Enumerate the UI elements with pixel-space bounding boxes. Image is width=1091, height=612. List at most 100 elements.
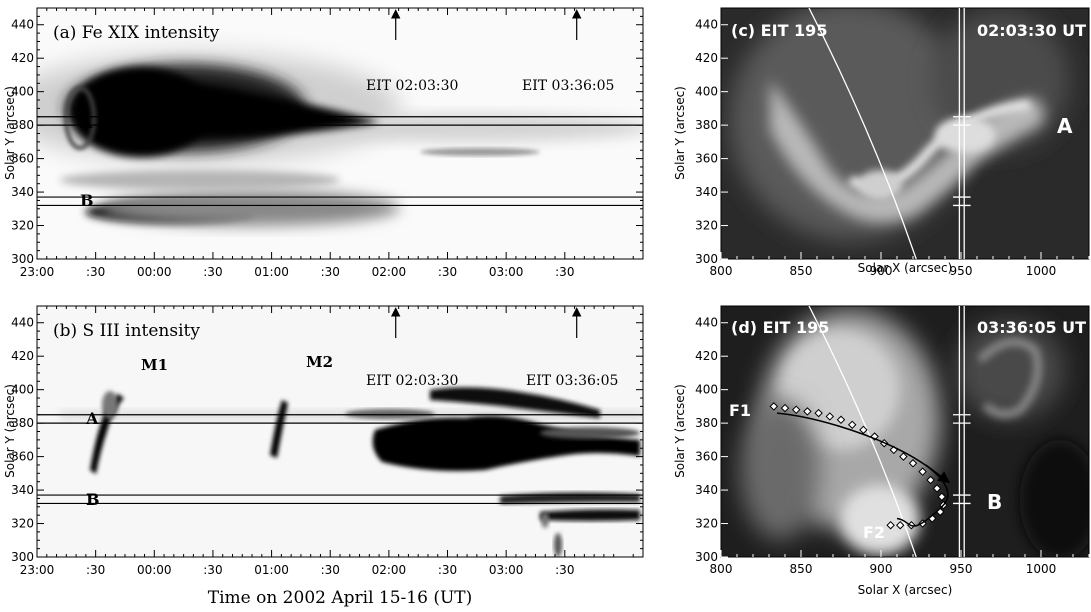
panel-b-xtick-label: :30 — [86, 563, 105, 577]
panel-b-xtick-label: 23:00 — [20, 563, 55, 577]
loop-fit-point — [932, 484, 942, 493]
panel-b-title: (b) S III intensity — [53, 321, 200, 341]
loop-fit-point — [918, 467, 927, 476]
panel-b-ytick-label: 400 — [11, 383, 34, 397]
panel-b-ytick-label: 340 — [11, 483, 34, 497]
panel-d-xlabel: Solar X (arcsec) — [858, 583, 953, 597]
panel-a-ytick-label: 360 — [11, 152, 34, 166]
panel-a-ytick-label: 340 — [11, 185, 34, 199]
panel-b-xtick-label: :30 — [555, 563, 574, 577]
panel-b-label-A: A — [85, 409, 99, 428]
panel-b-xtick-label: :30 — [203, 563, 222, 577]
loop-direction-arrow — [925, 464, 951, 484]
panel-a-xtick-label: :30 — [321, 265, 340, 279]
footpoint-label-f1: F1 — [729, 401, 751, 420]
panel-c-xlabel: Solar X (arcsec) — [858, 261, 953, 275]
loop-fit-point — [825, 412, 835, 421]
panel-d-overlays — [769, 306, 971, 557]
panel-d-title: (d) EIT 195 — [731, 318, 829, 337]
loop-fit-point — [803, 407, 812, 416]
panel-c-ytick-label: 300 — [695, 252, 718, 266]
loop-fit-point — [908, 459, 918, 468]
panel-c-xtick-label: 850 — [790, 264, 813, 278]
panel-a-ytick-label: 300 — [11, 252, 34, 266]
loop-fit-point — [814, 408, 823, 418]
panel-a-xtick-label: :30 — [86, 265, 105, 279]
panel-b-ytick-label: 300 — [11, 550, 34, 564]
panel-a-ytick-label: 400 — [11, 85, 34, 99]
solar-limb-line — [808, 8, 917, 259]
panel-d-image — [740, 310, 1089, 557]
panel-d-ytick-label: 340 — [695, 483, 718, 497]
loop-fit-point — [895, 520, 905, 530]
loop-fit-point — [791, 405, 801, 414]
panel-a-eit-label-1: EIT 02:03:30 — [366, 78, 458, 94]
panel-a-xtick-label: 03:00 — [489, 265, 524, 279]
panel-d-xtick-label: 900 — [870, 562, 893, 576]
panel-d-xtick-label: 1000 — [1026, 562, 1057, 576]
panel-a-title: (a) Fe XIX intensity — [53, 23, 220, 43]
panel-b-ylabel: Solar Y (arcsec) — [3, 384, 17, 478]
panel-a-xtick-label: :30 — [203, 265, 222, 279]
panel-b-ytick-label: 380 — [11, 416, 34, 430]
figure-xlabel: Time on 2002 April 15-16 (UT) — [208, 588, 473, 608]
loop-fit-point — [836, 415, 846, 425]
panel-d-ytick-label: 360 — [695, 450, 718, 464]
panel-c — [720, 7, 1090, 260]
panel-b-xtick-label: :30 — [438, 563, 457, 577]
panel-b-xtick-label: 03:00 — [489, 563, 524, 577]
marker-label-m2: M2 — [306, 353, 333, 371]
loop-fit-point — [899, 452, 908, 461]
panel-b-ytick-label: 420 — [11, 349, 34, 363]
panel-a-ytick-label: 320 — [11, 219, 34, 233]
panel-a-xtick-label: :30 — [438, 265, 457, 279]
footpoint-label-f2: F2 — [863, 523, 885, 542]
panel-a-eit-label-2: EIT 03:36:05 — [522, 78, 614, 94]
panel-c-ytick-label: 340 — [695, 185, 718, 199]
loop-fit-point — [780, 403, 790, 413]
panel-d-ytick-label: 300 — [695, 550, 718, 564]
panel-b-ytick-label: 440 — [11, 316, 34, 330]
panel-c-image — [721, 8, 1089, 259]
panel-a-xtick-label: 00:00 — [137, 265, 172, 279]
panel-a-ylabel: Solar Y (arcsec) — [3, 86, 17, 180]
panel-b-xtick-label: 01:00 — [254, 563, 289, 577]
loop-fit-point — [926, 475, 935, 485]
panel-c-xtick-label: 1000 — [1026, 264, 1057, 278]
panel-b-ytick-label: 320 — [11, 517, 34, 531]
panel-a-label-A: A — [79, 113, 93, 132]
panel-b-ytick-label: 360 — [11, 450, 34, 464]
panel-d-ytick-label: 380 — [695, 416, 718, 430]
panel-a-ytick-label: 380 — [11, 118, 34, 132]
marker-label-m1: M1 — [141, 356, 168, 374]
panel-d-time-label: 03:36:05 UT — [977, 318, 1086, 337]
panel-a-xtick-label: :30 — [555, 265, 574, 279]
panel-d-xtick-label: 950 — [950, 562, 973, 576]
panel-d-ytick-label: 320 — [695, 517, 718, 531]
panel-b-label-B: B — [86, 490, 100, 509]
loop-fit-point — [847, 420, 857, 430]
panel-c-region-label: A — [1057, 114, 1073, 138]
panel-c-ytick-label: 400 — [695, 85, 718, 99]
panel-c-ytick-label: 320 — [695, 219, 718, 233]
loop-fit-point — [769, 402, 779, 411]
loop-model-curve — [776, 412, 949, 527]
panel-b-xtick-label: 02:00 — [372, 563, 407, 577]
loop-fit-point — [886, 520, 895, 530]
panel-a-xtick-label: 23:00 — [20, 265, 55, 279]
panel-c-time-label: 02:03:30 UT — [977, 21, 1086, 40]
loop-fit-point — [937, 492, 947, 502]
panel-d-ytick-label: 440 — [695, 316, 718, 330]
panel-d-xtick-label: 800 — [710, 562, 733, 576]
panel-b — [36, 305, 644, 558]
panel-d-ylabel: Solar Y (arcsec) — [673, 384, 687, 478]
panel-c-overlays — [808, 8, 971, 259]
panel-a-xtick-label: 02:00 — [372, 265, 407, 279]
panel-d — [720, 305, 1090, 558]
panel-d-region-label: B — [987, 490, 1002, 514]
panel-b-eit-label-2: EIT 03:36:05 — [526, 373, 618, 389]
panel-b-overlays — [37, 307, 643, 505]
panel-c-ytick-label: 440 — [695, 18, 718, 32]
panel-a-xtick-label: 01:00 — [254, 265, 289, 279]
loop-fit-point — [859, 425, 868, 435]
